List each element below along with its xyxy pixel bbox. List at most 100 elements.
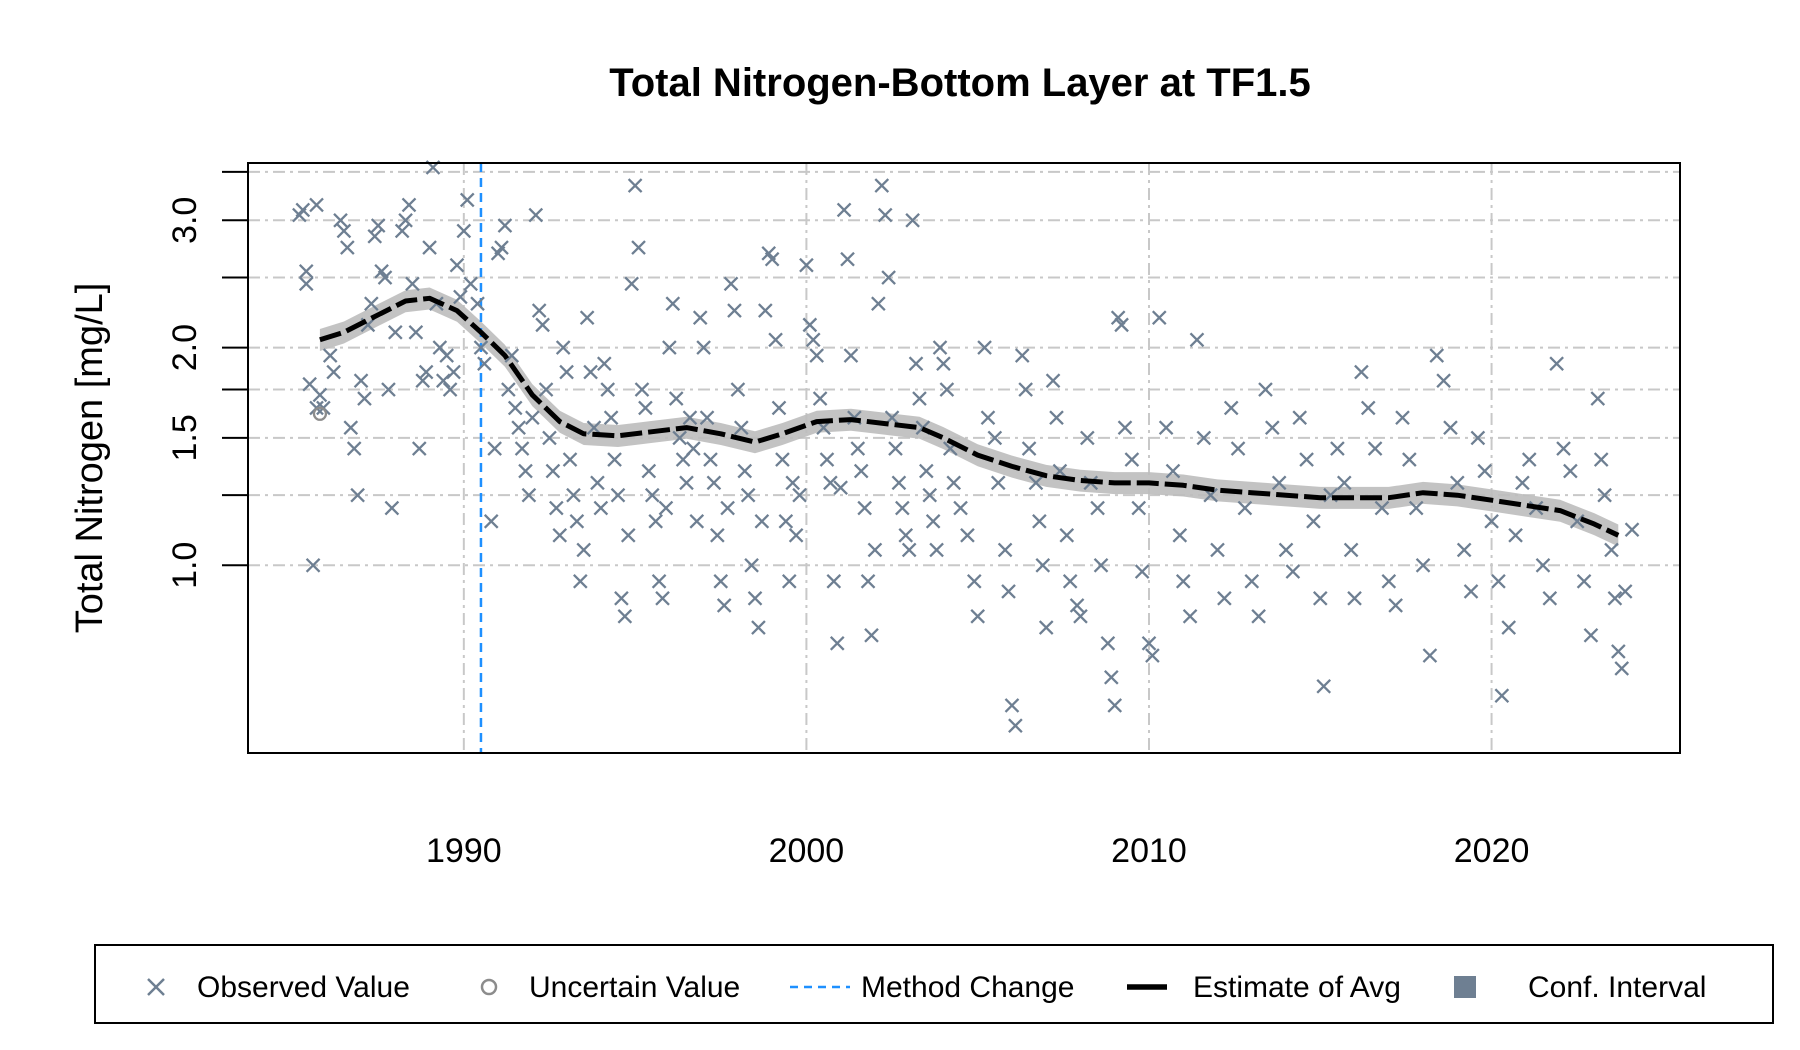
observed-point-stroke [518, 463, 533, 479]
observed-point [781, 574, 797, 589]
observed-point-stroke [487, 441, 502, 456]
observed-point [1535, 557, 1551, 573]
observed-point-stroke [1508, 528, 1523, 543]
observed-point [860, 574, 876, 589]
observed-point [744, 557, 759, 573]
observed-point [1251, 608, 1266, 624]
observed-point-stroke [586, 420, 602, 435]
observed-point [295, 202, 311, 218]
observed-point-stroke [401, 197, 417, 213]
observed-point [812, 391, 828, 406]
observed-point-stroke [778, 514, 794, 529]
observed-point-stroke [905, 212, 920, 228]
observed-point-stroke [610, 487, 626, 503]
observed-point-stroke [939, 382, 955, 397]
confidence-interval-band [319, 287, 1619, 547]
observed-point [799, 257, 814, 273]
observed-point [713, 574, 729, 589]
observed-point-stroke [922, 487, 938, 503]
observed-point-stroke [1312, 591, 1328, 606]
observed-point-stroke [333, 212, 348, 228]
observed-point [1484, 514, 1499, 529]
observed-point [1001, 584, 1016, 599]
observed-point [552, 528, 568, 543]
observed-point [309, 197, 324, 213]
observed-point [1402, 452, 1417, 467]
observed-point [528, 207, 544, 223]
observed-point [624, 276, 640, 292]
observed-point [343, 420, 359, 435]
observed-point [583, 364, 598, 380]
observed-point [1032, 514, 1047, 529]
observed-point-stroke [696, 340, 711, 355]
observed-point-stroke [405, 276, 420, 292]
observed-point-stroke [1131, 500, 1147, 516]
observed-point-stroke [706, 475, 722, 491]
observed-point [501, 382, 516, 397]
observed-point-stroke [1501, 620, 1517, 635]
confidence-interval-area [319, 287, 1619, 547]
observed-point [1175, 574, 1191, 589]
observed-point-stroke [1049, 410, 1064, 425]
observed-point [593, 500, 609, 516]
observed-point [353, 373, 369, 388]
observed-point [483, 514, 499, 529]
observed-point-stroke [309, 197, 324, 213]
observed-point [672, 430, 687, 446]
observed-point [566, 487, 581, 503]
observed-point [549, 500, 564, 516]
observed-point-stroke [826, 574, 842, 589]
legend-item-estimate: Estimate of Avg [1127, 971, 1401, 1004]
observed-point-stroke [1196, 430, 1212, 446]
observed-point [579, 310, 595, 325]
observed-point [322, 348, 338, 363]
observed-point [1069, 598, 1085, 613]
observed-point-stroke [1354, 364, 1369, 380]
observed-point [833, 480, 848, 496]
observed-point-stroke [1617, 584, 1633, 599]
observed-point [535, 317, 550, 333]
observed-point [809, 348, 825, 363]
legend-square-marker [1454, 976, 1476, 998]
observed-point-stroke [1001, 584, 1016, 599]
observed-point [1415, 557, 1431, 573]
observed-point-stroke [1244, 574, 1260, 589]
observed-point [641, 463, 657, 479]
observed-point [1583, 628, 1599, 643]
observed-point-stroke [1008, 718, 1023, 733]
observed-point [336, 223, 352, 239]
observed-point-stroke [1535, 557, 1551, 573]
observed-point [1100, 635, 1116, 651]
observed-point-stroke [1028, 475, 1044, 491]
observed-point [867, 542, 883, 558]
observed-point [350, 487, 365, 503]
observed-point-stroke [322, 348, 338, 363]
observed-point [1306, 514, 1321, 529]
observed-point [473, 340, 489, 355]
observed-point-stroke [384, 500, 400, 516]
observed-point [874, 178, 890, 193]
observed-point [1343, 542, 1359, 558]
observed-point [1172, 528, 1188, 543]
observed-point [908, 356, 924, 372]
observed-point-stroke [819, 452, 835, 467]
observed-point-stroke [980, 410, 996, 425]
y-tick-label-group: 3.0 [166, 197, 204, 244]
observed-point [1210, 542, 1225, 558]
observed-point [751, 620, 766, 635]
observed-point-stroke [1395, 410, 1410, 425]
observed-point [1360, 400, 1376, 416]
observed-point [381, 382, 396, 397]
observed-point [1422, 648, 1438, 663]
observed-point-stroke [1151, 310, 1167, 325]
observed-point [720, 500, 735, 516]
observed-point [871, 296, 886, 312]
observed-point [699, 410, 715, 425]
observed-point-stroke [853, 463, 869, 479]
observed-point-stroke [1583, 628, 1599, 643]
observed-point [679, 475, 694, 491]
observed-point-stroke [381, 382, 396, 397]
observed-point [531, 303, 547, 318]
observed-point [648, 514, 663, 529]
observed-point-stroke [651, 574, 667, 589]
